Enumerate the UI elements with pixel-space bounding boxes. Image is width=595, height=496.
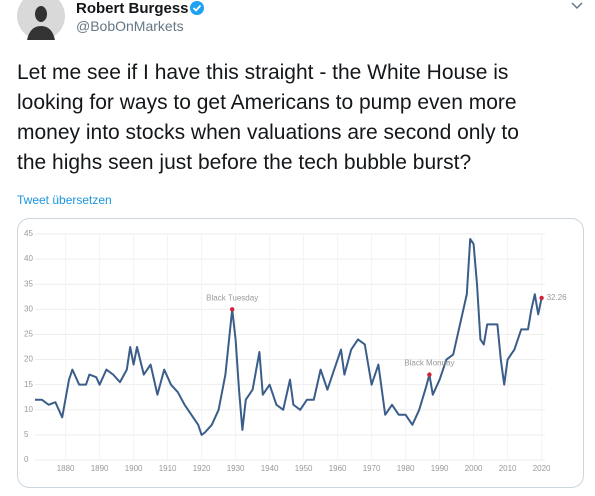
verified-check (192, 4, 202, 12)
x-tick-label: 1910 (159, 464, 177, 473)
annotation: 32.26 (547, 293, 568, 302)
highlight-point (230, 307, 235, 312)
x-tick-label: 1950 (295, 464, 313, 473)
x-tick-label: 2020 (533, 464, 551, 473)
x-tick-label: 1970 (363, 464, 381, 473)
y-tick-label: 5 (24, 430, 29, 439)
tweet-text-line: money into stocks when valuations are se… (17, 121, 519, 144)
chart-card[interactable] (17, 218, 584, 488)
x-tick-label: 1940 (261, 464, 279, 473)
y-tick-label: 0 (24, 455, 29, 464)
translate-link[interactable]: Tweet übersetzen (17, 193, 112, 207)
y-tick-label: 45 (24, 229, 33, 238)
tweet-text-line: the highs seen just before the tech bubb… (17, 151, 471, 174)
y-tick-label: 15 (24, 380, 33, 389)
x-tick-label: 1980 (397, 464, 415, 473)
author-handle[interactable]: @BobOnMarkets (76, 18, 184, 34)
x-tick-label: 1880 (57, 464, 75, 473)
tweet-text-line: looking for ways to get Americans to pum… (17, 91, 517, 114)
y-tick-label: 30 (24, 304, 33, 313)
avatar-figure (27, 6, 55, 40)
x-tick-label: 2010 (499, 464, 517, 473)
x-tick-label: 1890 (91, 464, 109, 473)
author-name[interactable]: Robert Burgess (76, 0, 189, 17)
menu-chevron[interactable] (571, 2, 583, 10)
x-tick-label: 1930 (227, 464, 245, 473)
x-tick-label: 2000 (465, 464, 483, 473)
annotation: Black Monday (404, 359, 454, 368)
tweet-text-line: Let me see if I have this straight - the… (17, 61, 508, 84)
y-tick-label: 25 (24, 330, 33, 339)
highlight-point (427, 372, 432, 377)
y-tick-label: 20 (24, 355, 33, 364)
y-tick-label: 40 (24, 254, 33, 263)
y-tick-label: 35 (24, 279, 33, 288)
x-tick-label: 1960 (329, 464, 347, 473)
highlight-point (539, 295, 544, 301)
chart: 0 5 10 15 20 25 30 35 40 45 1880 1890 1900 1910 1920 19… (24, 229, 567, 473)
data-line (35, 238, 543, 436)
verified-badge (190, 1, 204, 15)
y-tick-label: 10 (24, 405, 33, 414)
annotation: Black Tuesday (206, 293, 258, 302)
x-tick-label: 1900 (125, 464, 143, 473)
x-tick-label: 1990 (431, 464, 449, 473)
x-tick-label: 1920 (193, 464, 211, 473)
